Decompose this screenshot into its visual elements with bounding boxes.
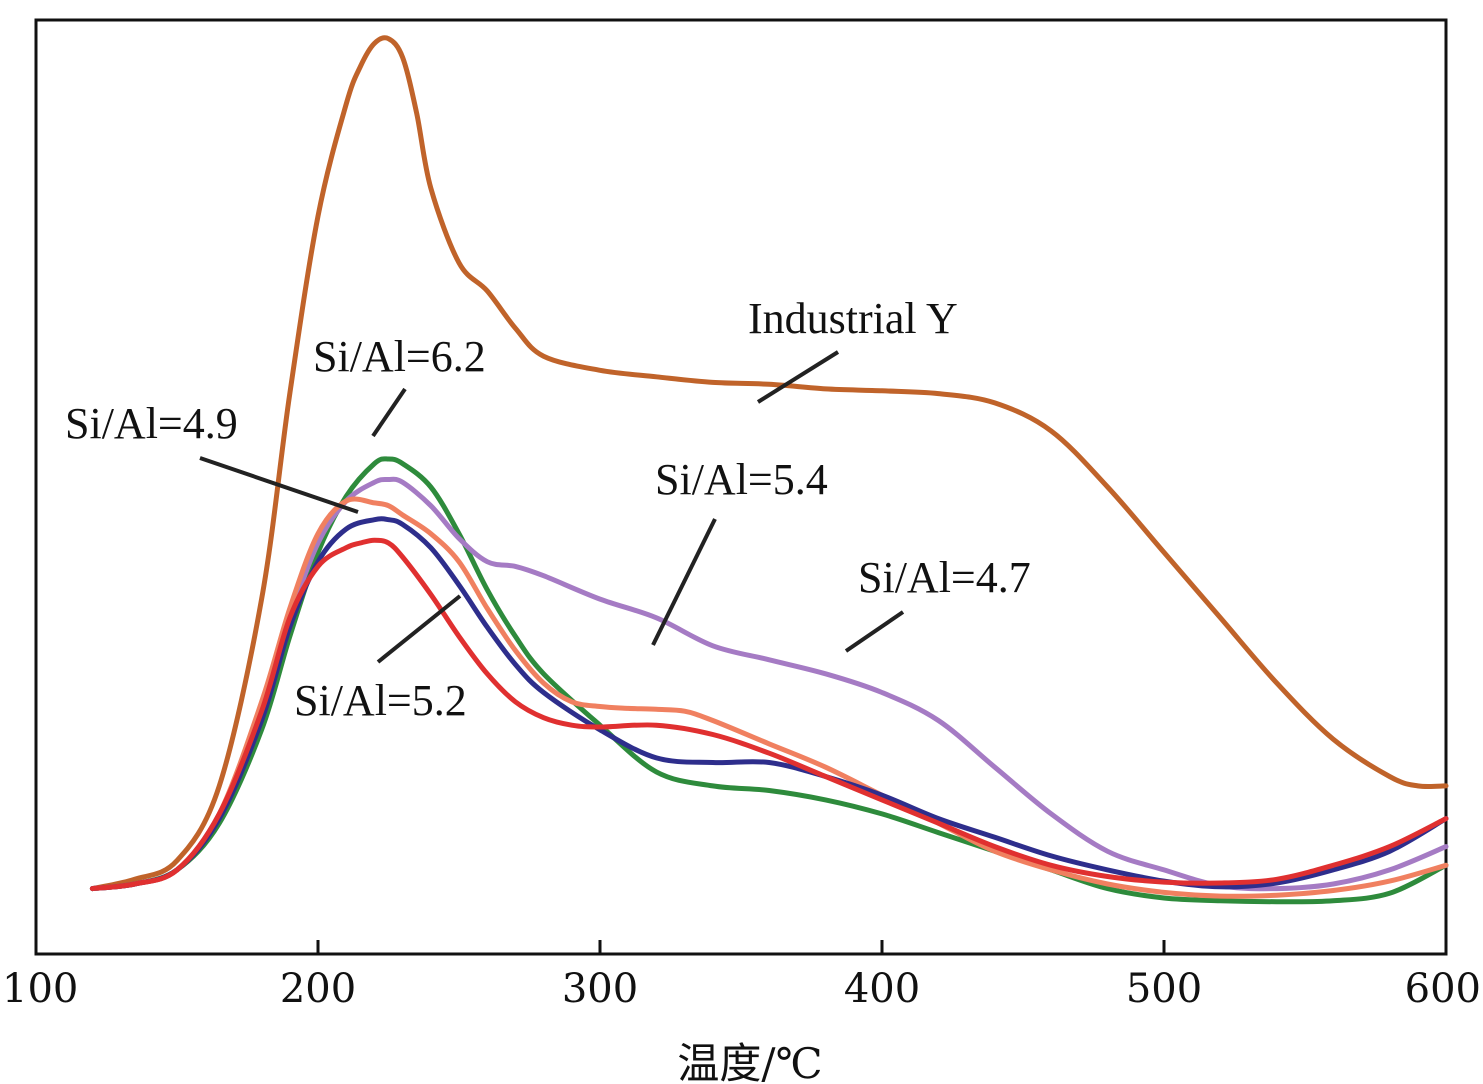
- x-axis-label: 温度/℃: [677, 1039, 822, 1084]
- x-tick-label-500: 500: [1126, 966, 1202, 1012]
- x-axis-ticks: 100 200 300 400 500 600: [2, 940, 1481, 1012]
- leader-si-al-4-9: [199, 456, 359, 514]
- leader-industrial-y: [756, 350, 840, 404]
- annotation-si-al-4-7: Si/Al=4.7: [858, 553, 1031, 602]
- annotation-si-al-4-9: Si/Al=4.9: [65, 399, 238, 448]
- annotation-labels: Industrial Y Si/Al=6.2 Si/Al=4.9 Si/Al=5…: [65, 294, 1031, 725]
- series-line-industrial-y: [89, 35, 1449, 892]
- series-layer: [89, 35, 1449, 905]
- annotation-si-al-5-4: Si/Al=5.4: [655, 455, 828, 504]
- series-line-si-al-5-2: [89, 537, 1449, 892]
- x-tick-label-300: 300: [562, 966, 638, 1012]
- leader-si-al-5-2: [376, 594, 462, 664]
- x-tick-label-100: 100: [2, 966, 78, 1012]
- x-tick-label-200: 200: [280, 966, 356, 1012]
- series-line-si-al-6-2: [89, 456, 1449, 905]
- series-line-si-al-5-4: [89, 496, 1449, 899]
- annotation-leaders: [199, 350, 905, 664]
- leader-si-al-5-4: [651, 518, 717, 646]
- leader-si-al-4-7: [844, 610, 905, 653]
- leader-si-al-6-2: [371, 387, 407, 438]
- x-tick-label-400: 400: [844, 966, 920, 1012]
- x-tick-label-600: 600: [1405, 966, 1481, 1012]
- annotation-si-al-6-2: Si/Al=6.2: [313, 332, 486, 381]
- annotation-industrial-y: Industrial Y: [748, 294, 958, 343]
- plot-frame: [34, 18, 1448, 956]
- annotation-si-al-5-2: Si/Al=5.2: [294, 676, 467, 725]
